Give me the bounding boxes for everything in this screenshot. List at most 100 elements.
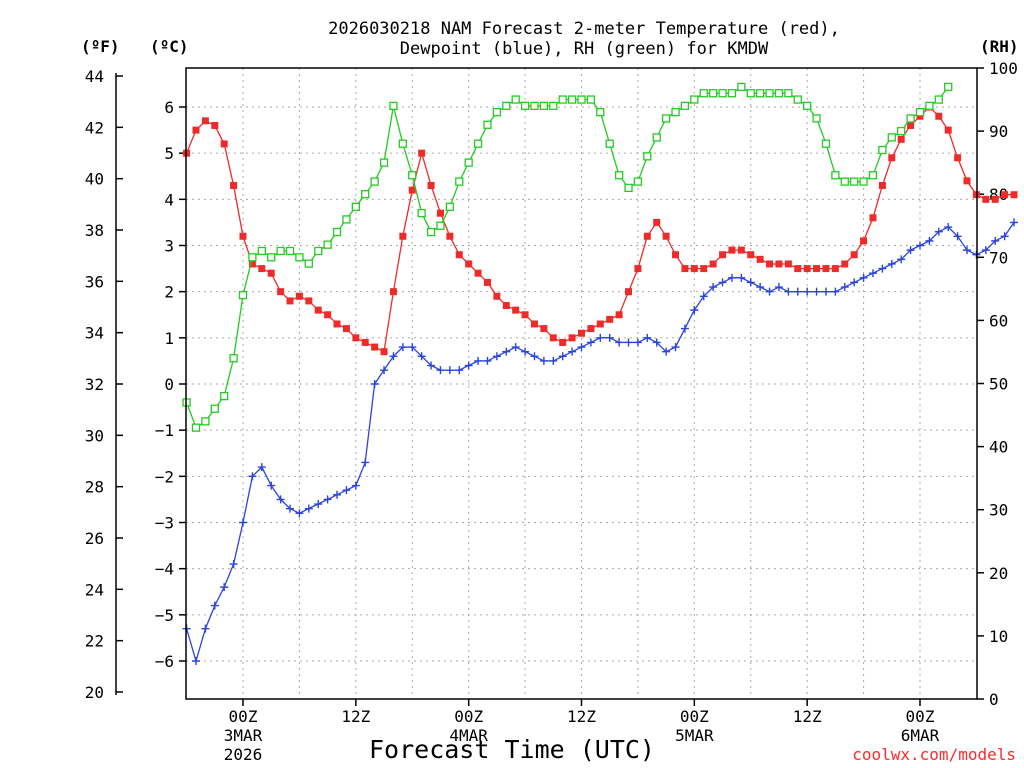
- rh-point: [238, 291, 248, 300]
- temperature-point: [342, 325, 350, 333]
- rh-point: [868, 171, 878, 180]
- rh-tick-label: 0: [989, 690, 999, 709]
- temperature-line: [185, 106, 1014, 353]
- temperature-point: [747, 251, 755, 259]
- rh-point: [915, 108, 925, 117]
- dewpoint-point: [662, 347, 671, 356]
- x-tick-label: 12Z: [567, 707, 596, 726]
- dewpoint-point: [850, 278, 859, 287]
- fahrenheit-tick-label: 32: [85, 375, 104, 394]
- temperature-point: [211, 121, 219, 129]
- temperature-point: [361, 338, 369, 346]
- celsius-tick-label: −2: [155, 467, 174, 486]
- temperature-point: [596, 320, 604, 328]
- temperature-point: [352, 334, 360, 342]
- temperature-point: [794, 265, 802, 273]
- rh-point: [774, 89, 784, 98]
- rh-point: [342, 215, 351, 224]
- rh-point: [436, 221, 445, 230]
- rh-tick-label: 30: [989, 501, 1008, 520]
- temperature-point: [333, 320, 341, 328]
- celsius-tick-label: 4: [164, 190, 174, 209]
- rh-point: [473, 139, 483, 148]
- temperature-point: [653, 218, 661, 226]
- temperature-point: [408, 186, 416, 194]
- x-tick-date-label: 3MAR: [224, 726, 263, 745]
- temperature-point: [869, 214, 877, 222]
- dewpoint-point: [963, 246, 972, 255]
- fahrenheit-tick-label: 38: [85, 221, 104, 240]
- x-tick-label: 12Z: [341, 707, 370, 726]
- temperature-point: [521, 311, 529, 319]
- dewpoint-point: [633, 338, 642, 347]
- fahrenheit-tick-label: 28: [85, 478, 104, 497]
- rh-point: [257, 246, 266, 256]
- dewpoint-line: [185, 222, 1015, 664]
- temperature-point: [963, 177, 971, 185]
- temperature-point: [615, 311, 623, 319]
- temperature-point: [756, 255, 764, 263]
- rh-tick-label: 60: [989, 311, 1008, 330]
- temperature-point: [220, 140, 228, 148]
- dewpoint-point: [887, 259, 896, 268]
- dewpoint-point: [389, 352, 398, 361]
- dewpoint-point: [774, 283, 783, 292]
- temperature-point: [512, 306, 520, 314]
- dewpoint-point: [239, 518, 247, 527]
- temperature-point: [248, 260, 256, 268]
- rh-point: [304, 259, 313, 268]
- dewpoint-point: [464, 361, 473, 370]
- celsius-tick-label: 0: [164, 375, 174, 394]
- temperature-point: [474, 269, 482, 277]
- temperature-point: [380, 348, 388, 356]
- credit-text: coolwx.com/models: [852, 745, 1016, 764]
- rh-tick-label: 10: [989, 627, 1008, 646]
- celsius-tick-label: 1: [164, 329, 174, 348]
- chart-title-line1: 2026030218 NAM Forecast 2-meter Temperat…: [328, 19, 840, 39]
- dewpoint-point: [191, 657, 200, 665]
- dewpoint-point: [408, 343, 417, 352]
- dewpoint-point: [699, 292, 708, 301]
- dewpoint-point: [897, 255, 906, 264]
- x-tick-label: 00Z: [906, 707, 935, 726]
- rh-point: [379, 158, 389, 167]
- dewpoint-point: [361, 458, 370, 467]
- rh-point: [229, 354, 238, 363]
- rh-point: [220, 391, 229, 401]
- dewpoint-point: [680, 324, 689, 333]
- temperature-point: [672, 251, 680, 259]
- dewpoint-point: [210, 601, 219, 610]
- dewpoint-point: [831, 287, 840, 296]
- temperature-point: [201, 117, 209, 125]
- temperature-point: [530, 320, 538, 328]
- rh-point: [539, 101, 549, 111]
- celsius-tick-label: 2: [164, 283, 174, 302]
- chart-title-line2: Dewpoint (blue), RH (green) for KMDW: [400, 39, 769, 59]
- temperature-point: [681, 265, 689, 273]
- rh-point: [191, 423, 201, 432]
- dewpoint-point: [455, 366, 464, 375]
- x-tick-label: 00Z: [229, 707, 258, 726]
- temperature-point: [239, 232, 247, 240]
- temperature-point: [822, 265, 830, 273]
- x-tick-label: 00Z: [454, 707, 483, 726]
- dewpoint-point: [398, 343, 407, 352]
- temperature-point: [587, 325, 595, 333]
- celsius-tick-label: −1: [155, 421, 174, 440]
- dewpoint-point: [812, 287, 821, 296]
- dewpoint-point: [333, 490, 342, 499]
- rh-point: [464, 158, 473, 167]
- temperature-point: [643, 232, 651, 240]
- dewpoint-point: [727, 273, 736, 282]
- dewpoint-point: [991, 236, 1000, 245]
- rh-point: [426, 227, 436, 237]
- rh-point: [577, 95, 586, 104]
- rh-point: [558, 95, 567, 104]
- rh-point: [944, 82, 953, 92]
- temperature-point: [502, 302, 510, 310]
- dewpoint-point: [821, 287, 830, 296]
- rh-point: [643, 152, 652, 161]
- fahrenheit-tick-label: 30: [85, 426, 104, 445]
- celsius-tick-label: 3: [164, 237, 174, 256]
- dewpoint-point: [276, 495, 285, 504]
